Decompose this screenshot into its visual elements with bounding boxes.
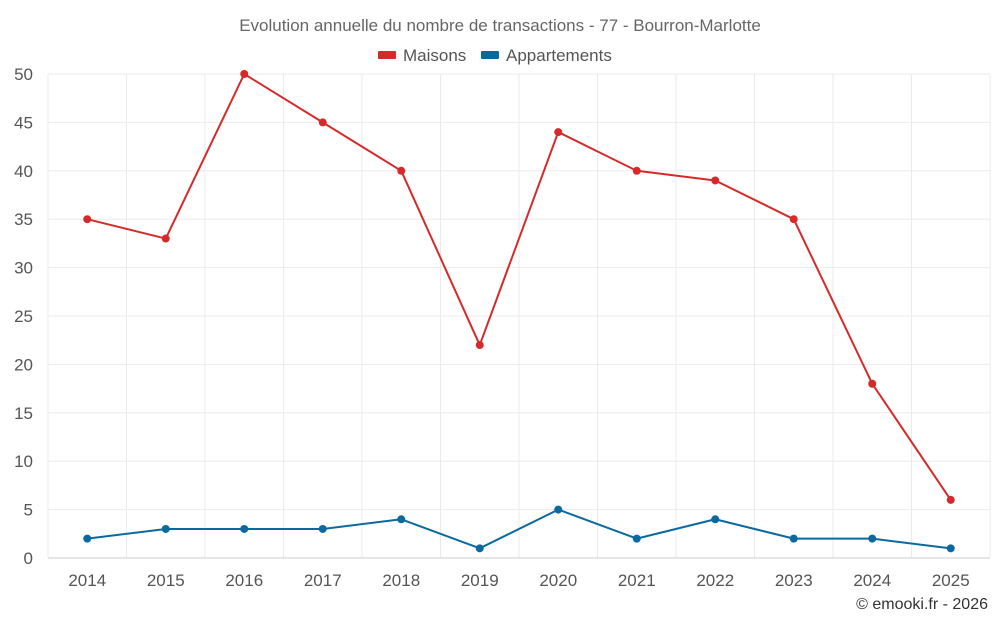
data-point-appartements[interactable] <box>946 544 955 553</box>
series-line-maisons <box>87 73 952 501</box>
data-point-appartements[interactable] <box>240 524 249 533</box>
x-tick-label: 2022 <box>696 571 734 590</box>
y-tick-label: 15 <box>14 404 33 423</box>
data-point-appartements[interactable] <box>318 524 327 533</box>
data-point-maisons[interactable] <box>554 128 563 137</box>
data-point-appartements[interactable] <box>632 534 641 543</box>
legend-label-appartements: Appartements <box>506 46 612 65</box>
data-point-maisons[interactable] <box>161 234 170 243</box>
y-tick-label: 10 <box>14 452 33 471</box>
data-point-appartements[interactable] <box>397 515 406 524</box>
x-tick-label: 2025 <box>932 571 970 590</box>
x-tick-label: 2017 <box>304 571 342 590</box>
legend-item-appartements[interactable]: Appartements <box>481 46 612 65</box>
x-tick-label: 2016 <box>225 571 263 590</box>
legend: Maisons Appartements <box>378 46 612 65</box>
credit-text: © emooki.fr - 2026 <box>856 596 988 613</box>
series-maisons <box>83 70 955 504</box>
x-tick-label: 2014 <box>68 571 106 590</box>
y-tick-label: 25 <box>14 307 33 326</box>
data-point-appartements[interactable] <box>711 515 720 524</box>
y-axis-ticks: 0 5 10 15 20 25 30 35 40 45 50 <box>14 65 33 568</box>
legend-swatch-maisons <box>378 51 396 59</box>
y-tick-label: 5 <box>24 501 33 520</box>
legend-swatch-appartements <box>481 51 499 59</box>
data-point-appartements[interactable] <box>868 534 877 543</box>
series-line-appartements <box>87 508 951 550</box>
data-point-appartements[interactable] <box>83 534 92 543</box>
data-point-maisons[interactable] <box>946 495 955 504</box>
x-tick-label: 2024 <box>853 571 891 590</box>
y-tick-label: 40 <box>14 162 33 181</box>
y-tick-label: 45 <box>14 113 33 132</box>
y-tick-label: 30 <box>14 259 33 278</box>
data-point-maisons[interactable] <box>240 70 249 78</box>
y-tick-label: 20 <box>14 355 33 374</box>
y-tick-label: 50 <box>14 65 33 84</box>
data-point-maisons[interactable] <box>397 166 406 175</box>
grid-lines <box>47 73 991 558</box>
series-group <box>83 70 955 553</box>
legend-item-maisons[interactable]: Maisons <box>378 46 466 65</box>
series-appartements <box>83 505 955 553</box>
x-tick-label: 2018 <box>382 571 420 590</box>
data-point-maisons[interactable] <box>632 166 641 175</box>
data-point-maisons[interactable] <box>475 341 484 350</box>
x-tick-label: 2020 <box>539 571 577 590</box>
x-tick-label: 2023 <box>775 571 813 590</box>
chart-title: Evolution annuelle du nombre de transact… <box>239 16 761 35</box>
data-point-appartements[interactable] <box>554 505 563 514</box>
legend-label-maisons: Maisons <box>403 46 466 65</box>
data-point-appartements[interactable] <box>475 544 484 553</box>
data-point-maisons[interactable] <box>83 215 92 224</box>
x-tick-label: 2019 <box>461 571 499 590</box>
data-point-maisons[interactable] <box>711 176 720 185</box>
data-point-appartements[interactable] <box>789 534 798 543</box>
y-tick-label: 0 <box>24 549 33 568</box>
x-tick-label: 2015 <box>147 571 185 590</box>
data-point-maisons[interactable] <box>789 215 798 224</box>
x-tick-label: 2021 <box>618 571 656 590</box>
x-axis-ticks: 2014 2015 2016 2017 2018 2019 2020 2021 2022 2023… <box>68 571 969 590</box>
data-point-appartements[interactable] <box>161 524 170 533</box>
data-point-maisons[interactable] <box>868 379 877 388</box>
y-tick-label: 35 <box>14 210 33 229</box>
data-point-maisons[interactable] <box>318 118 327 127</box>
